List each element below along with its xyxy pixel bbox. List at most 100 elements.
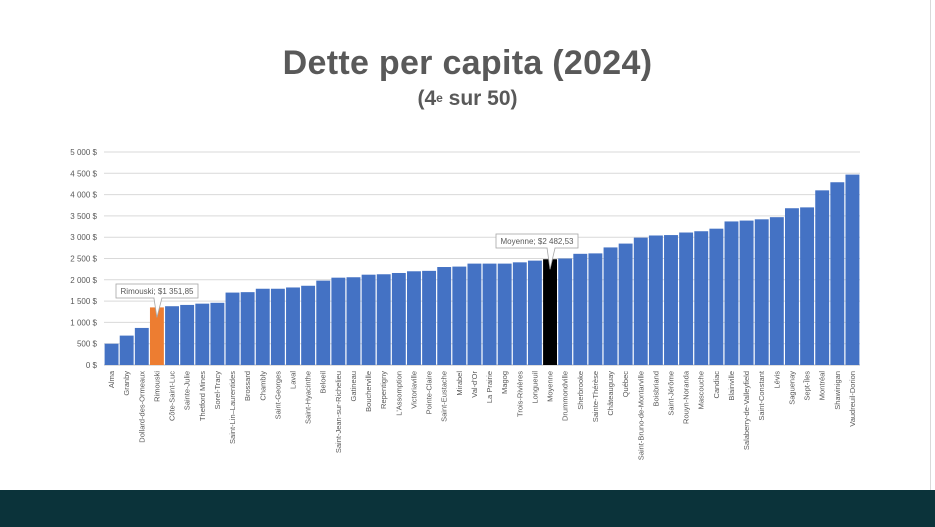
rank-prefix: (4 <box>417 87 437 110</box>
x-tick-label: Gatineau <box>349 371 358 401</box>
x-tick-label: Laval <box>289 371 298 389</box>
bar <box>301 285 316 365</box>
y-tick-label: 4 000 $ <box>70 191 97 200</box>
bar <box>497 263 512 365</box>
bar <box>331 277 346 365</box>
bar-highlight <box>149 307 164 365</box>
chart-subtitle: (4e sur 50) <box>0 87 935 111</box>
bar <box>270 288 285 365</box>
y-tick-label: 0 $ <box>86 361 98 370</box>
x-tick-label: Boucherville <box>364 371 373 412</box>
x-tick-label: Granby <box>122 371 131 396</box>
x-tick-label: Shawinigan <box>833 371 842 410</box>
x-tick-label: Châteauguay <box>606 371 615 416</box>
y-tick-label: 1 000 $ <box>70 318 97 327</box>
x-tick-label: Beloeil <box>319 371 328 394</box>
bar <box>845 174 860 365</box>
y-tick-label: 2 500 $ <box>70 255 97 264</box>
x-tick-label: Boisbriand <box>651 371 660 406</box>
bar <box>180 304 195 365</box>
bar <box>679 232 694 365</box>
y-tick-label: 2 000 $ <box>70 276 97 285</box>
x-tick-label: Montréal <box>818 371 827 401</box>
callout-box <box>495 233 579 249</box>
y-tick-label: 1 500 $ <box>70 297 97 306</box>
x-tick-label: Mascouche <box>697 371 706 409</box>
x-tick-label: Côte-Saint-Luc <box>168 371 177 421</box>
bar-average <box>543 259 557 365</box>
x-tick-label: Blainville <box>727 371 736 401</box>
x-tick-label: Trois-Rivières <box>515 371 524 417</box>
x-tick-label: Rouyn-Noranda <box>682 370 691 424</box>
bar <box>482 263 497 365</box>
x-tick-label: Sainte-Thérèse <box>591 371 600 422</box>
x-tick-label: Chambly <box>258 371 267 401</box>
x-tick-label: Dollard-des-Ormeaux <box>137 371 146 443</box>
x-tick-label: Saint-Georges <box>273 371 282 420</box>
x-tick-label: Lévis <box>772 371 781 389</box>
x-tick-label: Sorel-Tracy <box>213 371 222 410</box>
bar <box>830 182 845 365</box>
x-tick-label: Val-d'Or <box>470 371 479 398</box>
footer-band <box>0 490 935 527</box>
bar <box>225 292 240 365</box>
x-tick-label: Candiac <box>712 371 721 399</box>
bar <box>255 288 270 365</box>
x-tick-label: Rimouski <box>152 371 161 402</box>
bar <box>361 274 376 365</box>
x-tick-label: Thetford Mines <box>198 371 207 421</box>
x-tick-label: Saint-Lin–Laurentides <box>228 371 237 444</box>
x-tick-label: Saint-Bruno-de-Montarville <box>636 371 645 460</box>
bar <box>104 343 119 365</box>
bar <box>664 235 678 365</box>
x-tick-label: Victoriaville <box>409 371 418 409</box>
x-tick-label: Québec <box>621 371 630 398</box>
bar <box>573 253 588 365</box>
x-tick-label: Magog <box>500 371 509 394</box>
y-tick-label: 3 500 $ <box>70 212 97 221</box>
bar <box>588 253 603 365</box>
bar <box>316 280 331 365</box>
x-tick-label: Saint-Constant <box>757 370 766 421</box>
bar <box>376 274 391 365</box>
x-tick-label: Saint-Jérôme <box>667 371 676 416</box>
bar <box>633 237 648 365</box>
x-tick-label: Saint-Hyacinthe <box>304 371 313 424</box>
y-tick-label: 3 000 $ <box>70 233 97 242</box>
x-tick-label: Sept-Îles <box>803 371 812 401</box>
data-label: Moyenne; $2 482,53 <box>501 237 574 246</box>
x-tick-label: Moyenne <box>546 371 555 402</box>
x-tick-label: Brossard <box>243 371 252 401</box>
x-tick-label: Drummondville <box>561 371 570 421</box>
x-tick-label: La Prairie <box>485 371 494 403</box>
bar <box>512 262 527 365</box>
x-tick-label: Longueuil <box>530 371 539 404</box>
bar <box>134 327 149 365</box>
x-tick-label: Repentigny <box>379 371 388 409</box>
bar <box>618 243 633 365</box>
x-tick-label: Sainte-Julie <box>183 371 192 410</box>
bar <box>724 221 739 365</box>
bar <box>648 235 663 365</box>
x-tick-label: Alma <box>107 370 116 388</box>
bar <box>195 303 210 365</box>
bar <box>815 190 830 365</box>
bar <box>437 267 452 365</box>
x-tick-label: L'Assomption <box>394 371 403 416</box>
bar <box>739 220 754 365</box>
bar <box>558 258 573 365</box>
data-label: Rimouski; $1 351,85 <box>121 287 194 296</box>
x-tick-label: Vaudreuil-Dorion <box>848 371 857 427</box>
bar <box>754 219 769 365</box>
bar <box>452 266 467 365</box>
y-tick-label: 500 $ <box>77 340 98 349</box>
bar <box>119 335 134 365</box>
bar <box>346 277 361 365</box>
bar <box>694 231 709 365</box>
bar-chart: 0 $ 500 $ 1 000 $ 1 500 $ 2 000 $ 2 500 $ 3 00… <box>70 148 860 460</box>
chart-title: Dette per capita (2024) <box>282 44 653 82</box>
rank-ordinal-suffix: e <box>436 91 443 105</box>
bar <box>210 302 225 365</box>
bar <box>422 270 437 365</box>
